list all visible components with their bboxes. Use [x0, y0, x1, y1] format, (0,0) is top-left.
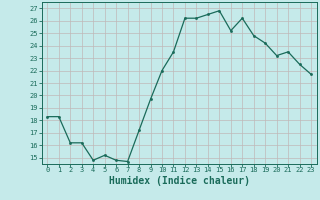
X-axis label: Humidex (Indice chaleur): Humidex (Indice chaleur) — [109, 176, 250, 186]
